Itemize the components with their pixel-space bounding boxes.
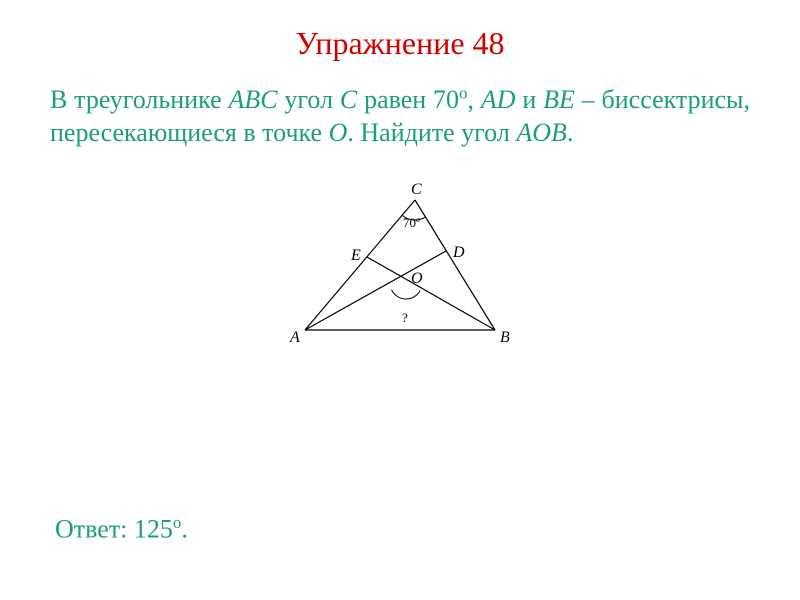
var-o: O	[329, 118, 348, 147]
txt: равен 70	[357, 85, 459, 114]
var-abc: ABC	[228, 85, 277, 114]
exercise-title: Упражнение 48	[0, 0, 800, 62]
svg-text:B: B	[500, 329, 510, 346]
geometry-svg: A B C D E O 70o?	[285, 180, 515, 350]
txt: .	[567, 118, 574, 147]
answer-period: .	[181, 515, 188, 544]
svg-text:70o: 70o	[403, 215, 420, 230]
svg-text:?: ?	[402, 310, 408, 325]
txt: ,	[467, 85, 480, 114]
svg-text:D: D	[452, 244, 465, 261]
var-be: BE	[543, 85, 575, 114]
txt: и	[516, 85, 544, 114]
svg-text:O: O	[411, 270, 423, 287]
answer-value: 125	[134, 515, 173, 544]
var-c: C	[340, 85, 357, 114]
svg-text:E: E	[350, 247, 361, 264]
title-text: Упражнение 48	[295, 25, 504, 61]
svg-text:A: A	[289, 329, 300, 346]
diagram-container: A B C D E O 70o?	[0, 150, 800, 350]
var-aob: AOB	[516, 118, 567, 147]
problem-statement: В треугольнике ABC угол C равен 70о, AD …	[0, 62, 800, 150]
txt: . Найдите угол	[347, 118, 516, 147]
answer-line: Ответ: 125о.	[55, 513, 188, 545]
txt: угол	[278, 85, 340, 114]
svg-text:C: C	[411, 181, 422, 198]
answer-label: Ответ:	[55, 515, 134, 544]
triangle-diagram: A B C D E O 70o?	[285, 180, 515, 350]
txt: В треугольнике	[50, 85, 228, 114]
problem-text: В треугольнике ABC угол C равен 70о, AD …	[50, 85, 750, 148]
var-ad: AD	[481, 85, 516, 114]
